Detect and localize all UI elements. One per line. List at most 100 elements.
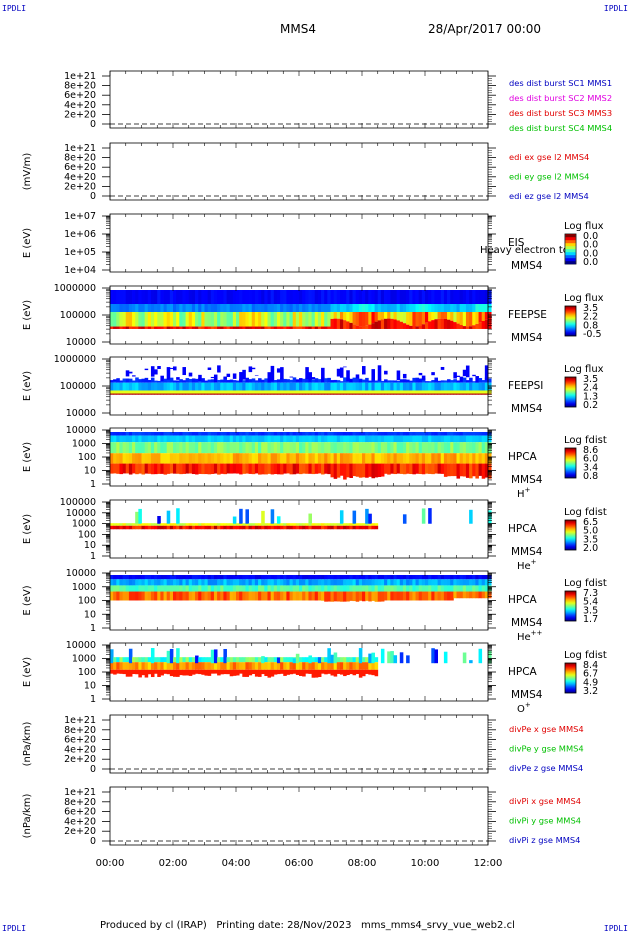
panel-eis: 1e+07 1e+06 1e+05 1e+04 E (eV) Heavy electron… bbox=[22, 211, 604, 276]
colorbar-tick-label: 0.0 bbox=[583, 257, 598, 268]
y-tick-label: 1000 bbox=[72, 439, 96, 450]
x-tick-label: 06:00 bbox=[285, 858, 314, 869]
colorbar-tick-label: 1.7 bbox=[583, 614, 598, 625]
y-tick-label: 6e+20 bbox=[64, 807, 96, 818]
y-tick-label: 1e+06 bbox=[64, 229, 96, 240]
colorbar-tick-label: 7.3 bbox=[583, 588, 598, 599]
legend-entry: des dist burst SC1 MMS1 bbox=[509, 78, 612, 88]
colorbar-tick-label: 8.4 bbox=[583, 660, 598, 671]
y-tick-label: 2e+20 bbox=[64, 826, 96, 837]
x-tick-label: 04:00 bbox=[222, 858, 251, 869]
y-tick-label: 10000 bbox=[66, 408, 96, 419]
spectrogram-hpca-he2 bbox=[110, 575, 492, 602]
y-tick-label: 4e+20 bbox=[64, 816, 96, 827]
species-label: He++ bbox=[517, 629, 543, 643]
legend-entry: edi ez gse l2 MMS4 bbox=[509, 191, 589, 201]
x-tick-label: 12:00 bbox=[474, 858, 503, 869]
colorbar-title: Log flux bbox=[564, 364, 604, 375]
colorbar bbox=[564, 447, 577, 479]
y-tick-label: 100 bbox=[78, 596, 96, 607]
colorbar-tick-label: 3.5 bbox=[583, 534, 598, 545]
y-tick-label: 6e+20 bbox=[64, 735, 96, 746]
species-label: O+ bbox=[517, 701, 531, 715]
y-tick-label: 1e+05 bbox=[64, 247, 96, 258]
spacecraft-label: MMS4 bbox=[511, 403, 543, 415]
y-tick-label: 10 bbox=[84, 609, 96, 620]
y-tick-label: 1e+07 bbox=[64, 211, 96, 222]
instrument-label: HPCA bbox=[508, 523, 538, 535]
legend-entry: divPe z gse MMS4 bbox=[509, 763, 583, 773]
y-tick-label: 10000 bbox=[66, 337, 96, 348]
colorbar-tick-label: 2.4 bbox=[583, 383, 598, 394]
panel-frame bbox=[109, 142, 489, 201]
colorbar-tick-label: 6.7 bbox=[583, 669, 598, 680]
y-tick-label: 8e+20 bbox=[64, 153, 96, 164]
instrument-label: FEEPSI bbox=[508, 380, 543, 392]
y-tick-label: 8e+20 bbox=[64, 725, 96, 736]
legend-entry: divPe y gse MMS4 bbox=[509, 744, 584, 754]
mission-title: MMS4 bbox=[280, 22, 316, 36]
y-axis-label: E (eV) bbox=[22, 514, 33, 544]
y-tick-label: 1e+04 bbox=[64, 265, 96, 276]
colorbar-tick-label: 0.8 bbox=[583, 471, 598, 482]
y-axis-label: E (eV) bbox=[22, 657, 33, 687]
y-tick-label: 6e+20 bbox=[64, 90, 96, 101]
colorbar bbox=[564, 376, 577, 408]
spacecraft-label: MMS4 bbox=[511, 332, 543, 344]
spectrogram-hpca-h bbox=[110, 432, 492, 480]
y-tick-label: 1000000 bbox=[54, 354, 96, 365]
colorbar-tick-label: 0.0 bbox=[583, 248, 598, 259]
colorbar-tick-label: 3.5 bbox=[583, 374, 598, 385]
y-axis-label: E (eV) bbox=[22, 442, 33, 472]
y-tick-label: 2e+20 bbox=[64, 181, 96, 192]
spacecraft-label: MMS4 bbox=[511, 689, 543, 701]
colorbar-tick-label: 0.8 bbox=[583, 320, 598, 331]
y-tick-label: 1e+21 bbox=[64, 143, 96, 154]
spacecraft-label: MMS4 bbox=[511, 474, 543, 486]
colorbar-tick-label: 4.9 bbox=[583, 677, 598, 688]
spacecraft-label: MMS4 bbox=[511, 546, 543, 558]
y-tick-label: 10000 bbox=[66, 640, 96, 651]
legend-entry: divPe x gse MMS4 bbox=[509, 724, 584, 734]
colorbar-segment bbox=[565, 252, 576, 256]
legend-entry: des dist burst SC3 MMS3 bbox=[509, 108, 612, 118]
instrument-label: HPCA bbox=[508, 666, 538, 678]
legend-entry: edi ey gse l2 MMS4 bbox=[509, 172, 589, 182]
colorbar-tick-label: 2.0 bbox=[583, 543, 598, 554]
colorbar-tick-label: 5.4 bbox=[583, 597, 598, 608]
y-tick-label: 4e+20 bbox=[64, 744, 96, 755]
y-tick-label: 10000 bbox=[66, 425, 96, 436]
colorbar-tick-label: 3.5 bbox=[583, 303, 598, 314]
y-tick-label: 0 bbox=[90, 119, 96, 130]
y-tick-label: 1 bbox=[90, 623, 96, 634]
colorbar bbox=[564, 305, 577, 337]
y-tick-label: 0 bbox=[90, 764, 96, 775]
y-tick-label: 4e+20 bbox=[64, 172, 96, 183]
y-tick-label: 1 bbox=[90, 694, 96, 705]
spectrogram-feeps-i bbox=[110, 365, 492, 395]
colorbar bbox=[564, 519, 577, 551]
corner-label-bottom-left: IPDLI bbox=[2, 924, 27, 933]
y-axis-label: (nPa/km) bbox=[22, 722, 33, 767]
spectrogram-feeps-e bbox=[110, 290, 492, 329]
y-tick-label: 100000 bbox=[60, 381, 96, 392]
spectrogram-hpca-he1 bbox=[110, 508, 492, 530]
y-tick-label: 100000 bbox=[60, 497, 96, 508]
panel-frame bbox=[109, 714, 489, 774]
y-tick-label: 100000 bbox=[60, 310, 96, 321]
y-tick-label: 1e+21 bbox=[64, 787, 96, 798]
legend-entry: divPi x gse MMS4 bbox=[509, 796, 581, 806]
colorbar-segment bbox=[565, 246, 576, 250]
y-tick-label: 1e+21 bbox=[64, 71, 96, 82]
spacecraft-label: MMS4 bbox=[511, 617, 543, 629]
instrument-label: FEEPSE bbox=[508, 309, 547, 321]
y-axis-label: E (eV) bbox=[22, 371, 33, 401]
y-tick-label: 10 bbox=[84, 540, 96, 551]
